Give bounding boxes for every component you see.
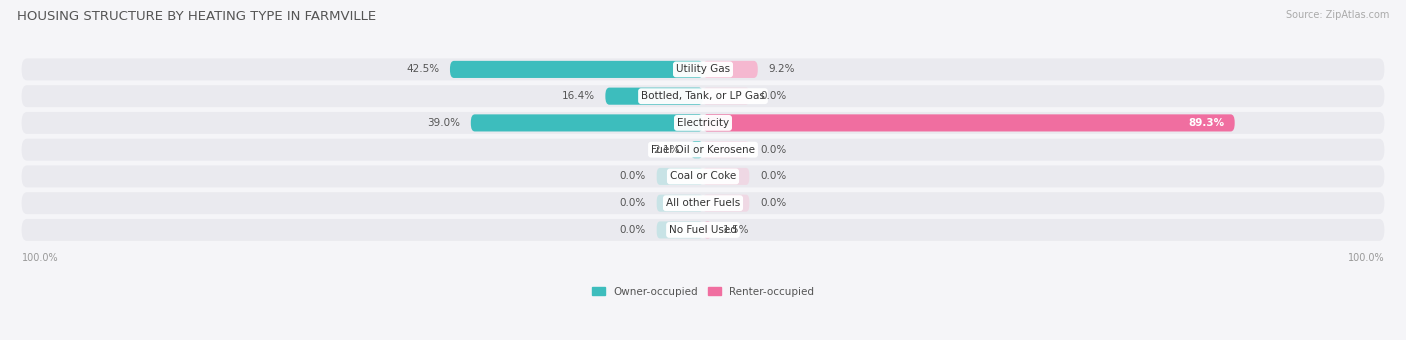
FancyBboxPatch shape (606, 88, 703, 105)
Text: 0.0%: 0.0% (620, 225, 647, 235)
FancyBboxPatch shape (21, 219, 1385, 241)
Text: 0.0%: 0.0% (620, 198, 647, 208)
Text: 1.5%: 1.5% (723, 225, 749, 235)
Text: Source: ZipAtlas.com: Source: ZipAtlas.com (1285, 10, 1389, 20)
Text: 0.0%: 0.0% (759, 171, 786, 182)
FancyBboxPatch shape (21, 58, 1385, 80)
Text: Electricity: Electricity (676, 118, 730, 128)
Text: Coal or Coke: Coal or Coke (669, 171, 737, 182)
FancyBboxPatch shape (703, 88, 749, 105)
Legend: Owner-occupied, Renter-occupied: Owner-occupied, Renter-occupied (592, 287, 814, 296)
Text: 100.0%: 100.0% (1348, 253, 1385, 263)
FancyBboxPatch shape (703, 221, 711, 238)
Text: 0.0%: 0.0% (759, 91, 786, 101)
Text: 100.0%: 100.0% (21, 253, 58, 263)
FancyBboxPatch shape (21, 192, 1385, 214)
FancyBboxPatch shape (21, 85, 1385, 107)
Text: 9.2%: 9.2% (768, 64, 794, 74)
Text: Fuel Oil or Kerosene: Fuel Oil or Kerosene (651, 144, 755, 155)
Text: 16.4%: 16.4% (561, 91, 595, 101)
FancyBboxPatch shape (450, 61, 703, 78)
FancyBboxPatch shape (657, 168, 703, 185)
FancyBboxPatch shape (703, 114, 1234, 132)
Text: Bottled, Tank, or LP Gas: Bottled, Tank, or LP Gas (641, 91, 765, 101)
Text: Utility Gas: Utility Gas (676, 64, 730, 74)
FancyBboxPatch shape (21, 139, 1385, 160)
FancyBboxPatch shape (657, 221, 703, 238)
Text: 0.0%: 0.0% (759, 198, 786, 208)
FancyBboxPatch shape (703, 61, 758, 78)
Text: 42.5%: 42.5% (406, 64, 440, 74)
FancyBboxPatch shape (471, 114, 703, 132)
Text: 0.0%: 0.0% (759, 144, 786, 155)
FancyBboxPatch shape (703, 168, 749, 185)
Text: HOUSING STRUCTURE BY HEATING TYPE IN FARMVILLE: HOUSING STRUCTURE BY HEATING TYPE IN FAR… (17, 10, 375, 23)
Text: 89.3%: 89.3% (1188, 118, 1225, 128)
FancyBboxPatch shape (690, 141, 703, 158)
Text: 0.0%: 0.0% (620, 171, 647, 182)
FancyBboxPatch shape (657, 194, 703, 212)
Text: 2.1%: 2.1% (654, 144, 681, 155)
FancyBboxPatch shape (703, 194, 749, 212)
FancyBboxPatch shape (21, 112, 1385, 134)
Text: All other Fuels: All other Fuels (666, 198, 740, 208)
Text: 39.0%: 39.0% (427, 118, 460, 128)
FancyBboxPatch shape (21, 166, 1385, 187)
FancyBboxPatch shape (703, 141, 749, 158)
Text: No Fuel Used: No Fuel Used (669, 225, 737, 235)
